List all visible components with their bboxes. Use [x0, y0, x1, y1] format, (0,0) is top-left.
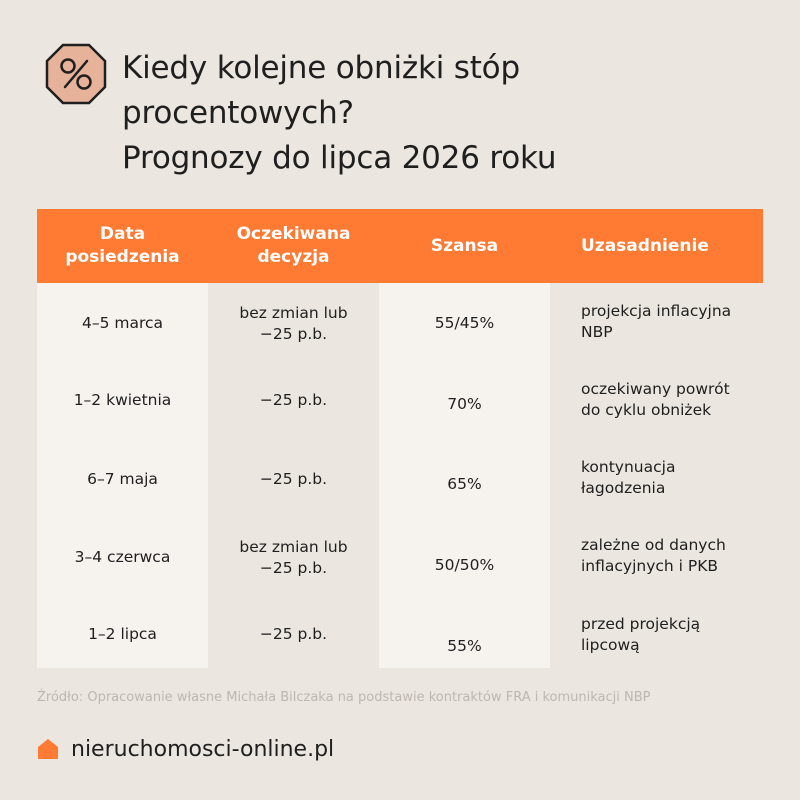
cell-reason: kontynuacja łagodzenia [581, 458, 676, 497]
cell-date: 1–2 kwietnia [73, 391, 172, 409]
column-reason: projekcja inflacyjna NBP oczekiwany powr… [550, 283, 763, 668]
page-title: Kiedy kolejne obniżki stóp procentowych?… [122, 46, 762, 181]
table-header: Data posiedzenia Oczekiwana decyzja Szan… [37, 209, 763, 283]
cell-decision: −25 p.b. [259, 625, 328, 643]
percent-octagon-icon [45, 43, 107, 105]
header-reason: Uzasadnienie [581, 235, 709, 256]
cell-date: 1–2 lipca [88, 625, 157, 643]
cell-reason: zależne od danych inflacyjnych i PKB [581, 536, 726, 575]
cell-chance: 70% [447, 395, 482, 413]
cell-date: 3–4 czerwca [74, 548, 171, 566]
header-date: Data posiedzenia [65, 224, 180, 267]
cell-decision: −25 p.b. [259, 391, 328, 409]
brand[interactable]: nieruchomosci-online.pl [37, 734, 334, 764]
title-line: Kiedy kolejne obniżki stóp [122, 50, 520, 86]
cell-chance: 65% [447, 475, 482, 493]
cell-decision: bez zmian lub −25 p.b. [239, 538, 348, 577]
cell-date: 6–7 maja [87, 470, 158, 488]
cell-decision: −25 p.b. [259, 470, 328, 488]
cell-reason: oczekiwany powrót do cyklu obniżek [581, 380, 730, 419]
cell-chance: 55/45% [434, 314, 495, 332]
header-decision: Oczekiwana decyzja [236, 224, 351, 267]
source-note: Źródło: Opracowanie własne Michała Bilcz… [37, 690, 651, 705]
cell-reason: przed projekcją lipcową [581, 615, 701, 654]
column-chance: 55/45% 70% 65% 50/50% 55% [379, 283, 550, 668]
title-line: Prognozy do lipca 2026 roku [122, 140, 557, 176]
column-decision: bez zmian lub −25 p.b. −25 p.b. −25 p.b.… [208, 283, 379, 668]
table-body: 4–5 marca 1–2 kwietnia 6–7 maja 3–4 czer… [37, 283, 763, 668]
column-date: 4–5 marca 1–2 kwietnia 6–7 maja 3–4 czer… [37, 283, 208, 668]
cell-chance: 55% [447, 637, 482, 655]
forecast-table: Data posiedzenia Oczekiwana decyzja Szan… [37, 209, 763, 668]
title-line: procentowych? [122, 95, 354, 131]
cell-date: 4–5 marca [81, 314, 164, 332]
cell-chance: 50/50% [434, 556, 495, 574]
cell-reason: projekcja inflacyjna NBP [581, 302, 732, 341]
cell-decision: bez zmian lub −25 p.b. [239, 304, 348, 343]
header-chance: Szansa [430, 235, 499, 256]
house-icon [38, 739, 58, 759]
brand-name: nieruchomosci-online.pl [71, 736, 335, 762]
